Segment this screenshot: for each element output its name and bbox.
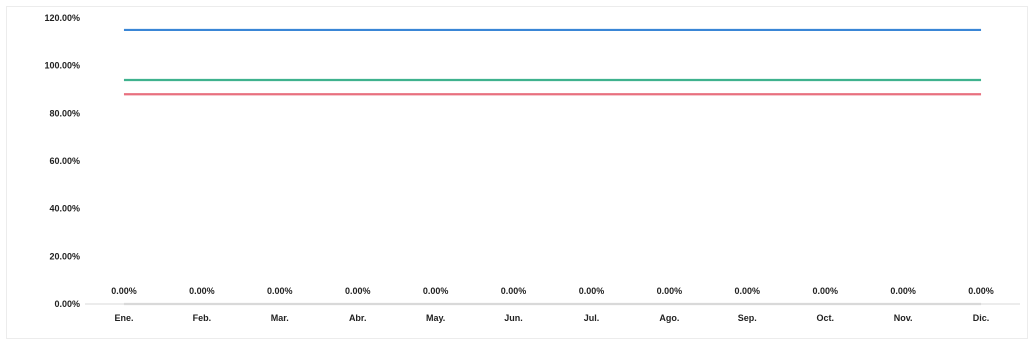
x-tick-label: Ene. <box>114 313 133 323</box>
x-tick-label: Feb. <box>193 313 212 323</box>
x-tick-label: May. <box>426 313 445 323</box>
y-tick-label: 120.00% <box>44 13 80 23</box>
y-tick-label: 40.00% <box>49 204 80 214</box>
x-tick-label: Mar. <box>271 313 289 323</box>
data-label: 0.00% <box>423 286 449 296</box>
x-tick-label: Abr. <box>349 313 367 323</box>
data-label: 0.00% <box>735 286 761 296</box>
x-tick-label: Jul. <box>584 313 600 323</box>
data-label: 0.00% <box>968 286 994 296</box>
data-label: 0.00% <box>812 286 838 296</box>
x-tick-label: Dic. <box>973 313 990 323</box>
chart-frame <box>6 6 1028 339</box>
data-label: 0.00% <box>189 286 215 296</box>
data-label: 0.00% <box>501 286 527 296</box>
y-tick-label: 80.00% <box>49 108 80 118</box>
data-label: 0.00% <box>657 286 683 296</box>
data-label: 0.00% <box>345 286 371 296</box>
y-tick-label: 20.00% <box>49 251 80 261</box>
x-tick-label: Ago. <box>659 313 679 323</box>
y-tick-label: 60.00% <box>49 156 80 166</box>
y-tick-label: 100.00% <box>44 61 80 71</box>
y-tick-label: 0.00% <box>54 299 80 309</box>
x-tick-label: Nov. <box>894 313 913 323</box>
x-tick-label: Jun. <box>504 313 523 323</box>
data-label: 0.00% <box>111 286 137 296</box>
x-tick-label: Oct. <box>816 313 834 323</box>
data-label: 0.00% <box>267 286 293 296</box>
data-label: 0.00% <box>890 286 916 296</box>
data-label: 0.00% <box>579 286 605 296</box>
x-tick-label: Sep. <box>738 313 757 323</box>
